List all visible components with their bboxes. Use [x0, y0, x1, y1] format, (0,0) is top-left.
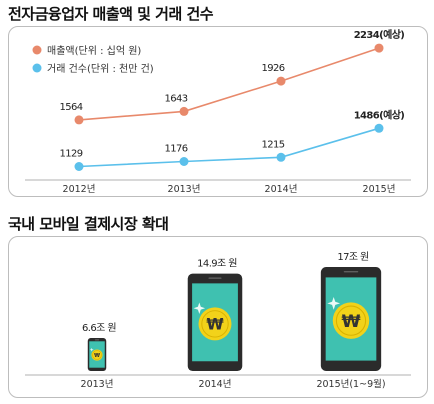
- x-tick-label-2: 2013년: [168, 184, 201, 195]
- data-point-2-2: [179, 157, 189, 166]
- legend-label-1: 매출액(단위 : 십억 원): [47, 44, 141, 57]
- coin-icon: [91, 349, 103, 361]
- line-chart-panel: 매출액(단위 : 십억 원) 거래 건수(단위 : 천만 건) 1564 1643 19…: [8, 26, 428, 197]
- phone-speaker: [343, 271, 359, 273]
- legend-marker-2: [32, 63, 42, 73]
- data-point-1-4: [374, 43, 384, 53]
- series-line-1: [78, 47, 380, 121]
- phone-mark-2: ₩: [187, 273, 243, 371]
- data-label-1-3: 1926: [261, 63, 284, 74]
- coin-icon: [198, 307, 232, 341]
- coin-ring: [92, 350, 102, 360]
- coin-ring: [335, 305, 367, 336]
- sparkle-icon: [193, 302, 206, 314]
- phone-chart-panel: ₩6.6조 원 2013년 ₩14.9조 원 2014년 ₩17조 원 2015년(1~9…: [8, 236, 428, 398]
- legend-marker-1: [32, 45, 42, 55]
- data-point-2-1: [74, 162, 84, 171]
- legend-label-2: 거래 건수(단위 : 천만 건): [47, 62, 154, 75]
- sparkle-icon: [89, 347, 94, 352]
- phone-mark-1: ₩: [87, 338, 107, 371]
- data-point-2-3: [276, 152, 286, 162]
- line-chart: 매출액(단위 : 십억 원) 거래 건수(단위 : 천만 건) 1564 1643 19…: [25, 28, 411, 195]
- value-label-3: 17조 원: [337, 251, 369, 263]
- category-label-1: 2013년: [81, 379, 114, 390]
- category-label-2: 2014년: [199, 379, 232, 390]
- x-tick-label-4: 2015년: [363, 184, 396, 195]
- won-symbol: ₩: [341, 312, 360, 332]
- chart2-title: 국내 모바일 결제시장 확대: [8, 215, 169, 233]
- phone-speaker: [94, 339, 100, 341]
- data-point-1-2: [179, 106, 189, 116]
- phone-speaker: [208, 277, 222, 279]
- data-point-1-1: [74, 115, 84, 125]
- coin-ring: [201, 310, 229, 338]
- won-symbol: ₩: [94, 353, 100, 359]
- data-label-2-1: 1129: [59, 149, 82, 160]
- data-label-2-3: 1215: [261, 139, 284, 150]
- value-label-2: 14.9조 원: [197, 258, 237, 270]
- x-tick-label-1: 2012년: [63, 184, 96, 195]
- series-line-2: [78, 127, 380, 168]
- phone-chart: ₩6.6조 원 2013년 ₩14.9조 원 2014년 ₩17조 원 2015년(1~9…: [25, 251, 411, 390]
- phone-mark-3: ₩: [320, 267, 382, 371]
- data-label-1-1: 1564: [59, 102, 82, 113]
- x-tick-label-3: 2014년: [265, 184, 298, 195]
- value-label-1: 6.6조 원: [82, 322, 116, 334]
- data-label-2-2: 1176: [164, 144, 187, 155]
- data-label-1-4: 2234(예상): [354, 28, 405, 41]
- data-label-1-2: 1643: [164, 93, 187, 104]
- chart1-title: 전자금융업자 매출액 및 거래 건수: [8, 5, 214, 23]
- sparkle-icon: [327, 296, 341, 310]
- coin-icon: [332, 302, 370, 339]
- won-symbol: ₩: [206, 315, 224, 334]
- data-point-1-3: [276, 76, 286, 86]
- category-label-3: 2015년(1~9월): [316, 378, 385, 390]
- data-point-2-4: [374, 123, 384, 133]
- data-label-2-4: 1486(예상): [354, 108, 405, 121]
